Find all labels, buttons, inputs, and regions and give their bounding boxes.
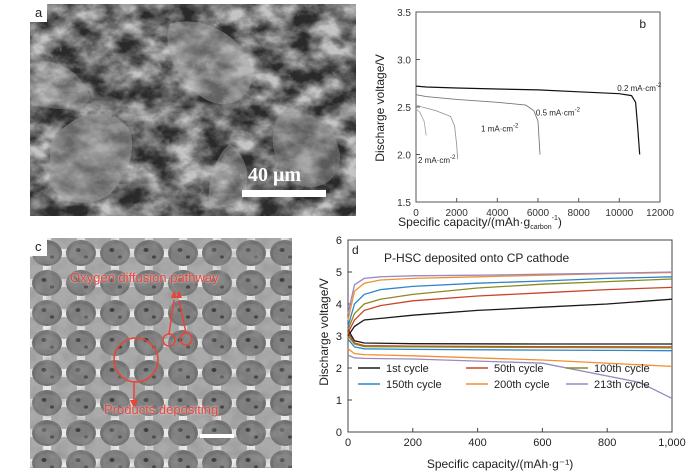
chart-d-xtick-label: 600 xyxy=(533,437,551,449)
chart-b-xtick-label: 6000 xyxy=(527,208,550,219)
annotation-products: Products depositing xyxy=(104,402,219,417)
chart-b-xtick-label: 12000 xyxy=(646,208,674,219)
chart-b-series-line xyxy=(415,85,641,155)
scale-bar-c xyxy=(200,434,234,438)
chart-d-discharge-line xyxy=(347,335,673,349)
chart-d-ytick-label: 4 xyxy=(336,299,342,311)
chart-d-ytick-label: 0 xyxy=(336,427,342,439)
chart-d-ytick-label: 3 xyxy=(336,331,342,343)
chart-b-xtick-label: 10000 xyxy=(605,208,633,219)
chart-d-discharge-line xyxy=(347,329,672,345)
chart-d-charge-line xyxy=(347,271,673,314)
chart-b-ytick-label: 3.5 xyxy=(397,8,411,19)
scale-bar-text: 40 μm xyxy=(248,164,301,186)
chart-b-ytick-label: 2.0 xyxy=(397,151,411,162)
chart-d-xtick-label: 200 xyxy=(404,437,422,449)
chart-d-xtick-label: 800 xyxy=(598,437,616,449)
panel-a: a 40 μm xyxy=(30,4,356,216)
chart-d-ytick-label: 1 xyxy=(336,395,342,407)
chart-b-series-line xyxy=(415,108,427,136)
sem-image-a xyxy=(30,4,356,216)
panel-d: Discharge voltage/V Specific capacity/(m… xyxy=(300,232,688,474)
chart-d-ylabel: Discharge voltage/V xyxy=(317,278,331,385)
panel-a-label: a xyxy=(30,4,48,22)
annotation-oxygen: Oxygen diffusion pathway xyxy=(70,270,219,285)
chart-d: Discharge voltage/V Specific capacity/(m… xyxy=(317,235,686,471)
panel-c-label: c xyxy=(30,238,47,256)
chart-d-xtick-label: 0 xyxy=(345,437,351,449)
panel-b: Discharge voltage/V Specific capacity/(m… xyxy=(360,0,680,232)
panel-d-label: d xyxy=(352,243,359,257)
chart-d-discharge-line xyxy=(347,348,673,368)
chart-d-legend-label: 213th cycle xyxy=(594,379,650,391)
chart-b: Discharge voltage/V Specific capacity/(m… xyxy=(373,8,674,231)
chart-d-ytick-label: 6 xyxy=(336,235,342,247)
chart-b-ytick-label: 1.5 xyxy=(397,198,411,209)
panel-c: c Oxygen diffusion pathway Products depo… xyxy=(30,238,292,468)
chart-d-xlabel: Specific capacity/(mAh·g⁻¹) xyxy=(427,457,573,471)
chart-b-series-label: 1 mA·cm-2 xyxy=(481,124,519,134)
chart-d-ytick-label: 5 xyxy=(336,267,342,279)
chart-d-discharge-line xyxy=(347,332,673,348)
chart-b-xlabel: Specific capacity/(mAh·gcarbon-1) xyxy=(398,215,562,231)
chart-b-xtick-label: 4000 xyxy=(486,208,509,219)
chart-d-ytick-label: 2 xyxy=(336,363,342,375)
chart-d-title: P-HSC deposited onto CP cathode xyxy=(384,251,570,265)
chart-d-xtick-label: 1,000 xyxy=(658,437,686,449)
chart-d-legend-label: 1st cycle xyxy=(386,363,429,375)
chart-b-series-label: 0.2 mA·cm-2 xyxy=(617,83,662,93)
sem-image-c xyxy=(30,238,292,468)
chart-b-series-line xyxy=(415,94,541,155)
chart-d-charge-line xyxy=(347,298,673,337)
chart-d-charge-line xyxy=(347,276,673,327)
chart-b-xtick-label: 8000 xyxy=(568,208,591,219)
chart-b-frame xyxy=(415,11,661,203)
chart-b-series-label: 0.5 mA·cm-2 xyxy=(536,108,581,118)
chart-d-charge-line xyxy=(347,278,673,330)
chart-b-series-label: 2 mA·cm-2 xyxy=(418,155,456,165)
chart-b-ylabel: Discharge voltage/V xyxy=(373,54,387,161)
chart-b-xtick-label: 2000 xyxy=(446,208,469,219)
chart-d-charge-line xyxy=(347,286,673,334)
chart-d-legend-label: 200th cycle xyxy=(494,379,550,391)
chart-d-legend-label: 50th cycle xyxy=(494,363,544,375)
chart-d-discharge-line xyxy=(347,354,673,399)
chart-b-series-line xyxy=(415,104,459,160)
annotation-marks xyxy=(113,299,193,400)
chart-d-discharge-line xyxy=(347,338,673,352)
chart-b-xtick-label: 0 xyxy=(413,208,419,219)
chart-b-ytick-label: 2.5 xyxy=(397,103,411,114)
scale-bar xyxy=(242,190,326,197)
chart-b-ytick-label: 3.0 xyxy=(397,56,411,67)
chart-d-legend-label: 150th cycle xyxy=(386,379,442,391)
panel-b-label: b xyxy=(639,17,646,31)
chart-d-frame xyxy=(347,239,673,433)
chart-d-legend-label: 100th cycle xyxy=(594,363,650,375)
chart-d-xtick-label: 400 xyxy=(468,437,486,449)
